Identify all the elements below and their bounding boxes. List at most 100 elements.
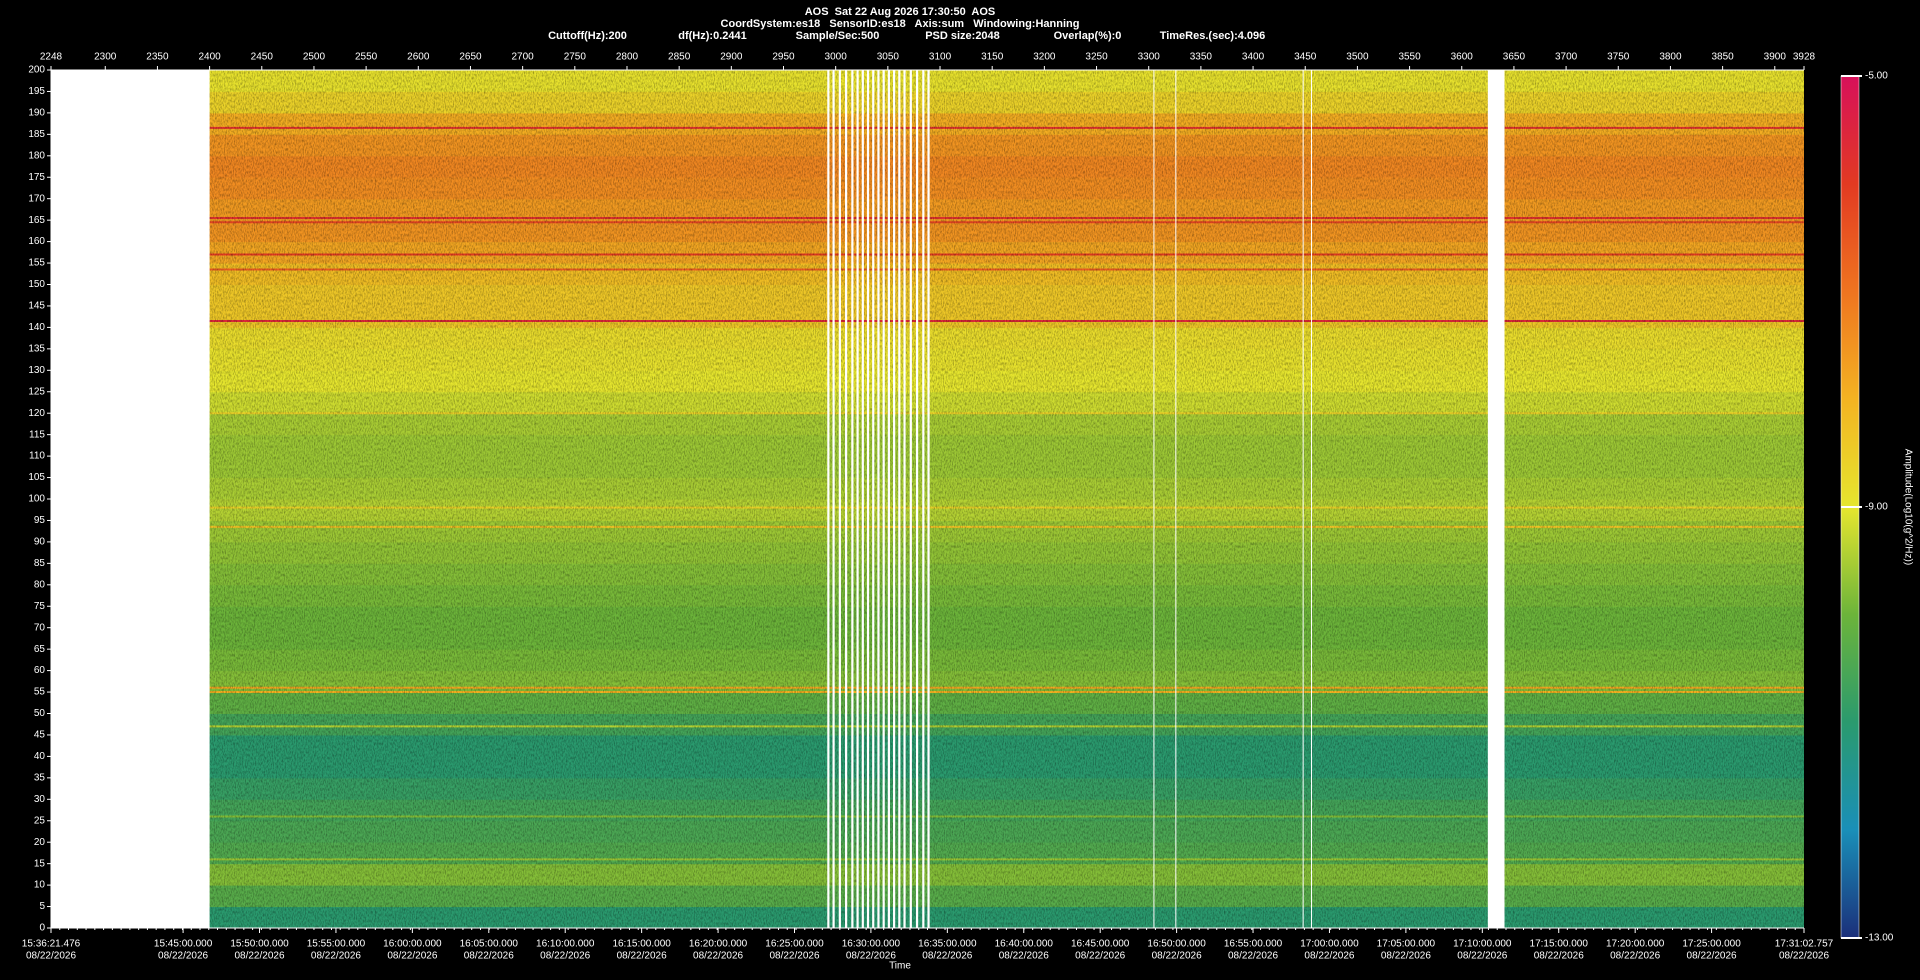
- x-tick-label: 3200: [1033, 52, 1056, 63]
- x-tick-label: 3550: [1398, 52, 1421, 63]
- x-tick-label: 3300: [1138, 52, 1161, 63]
- y-tick-label: 110: [29, 451, 45, 462]
- y-tick-label: 185: [28, 129, 45, 140]
- x-axis-label: Time: [889, 961, 911, 972]
- y-tick-label: 70: [34, 622, 46, 633]
- x-tick-label: 3000: [825, 52, 848, 63]
- time-tick-date: 08/22/2026: [1304, 951, 1354, 962]
- time-tick-date: 08/22/2026: [540, 951, 590, 962]
- y-tick-label: 155: [28, 258, 45, 269]
- time-tick-label: 17:31:02.757: [1775, 939, 1834, 950]
- x-tick-label: 3750: [1607, 52, 1630, 63]
- y-tick-label: 40: [34, 751, 46, 762]
- x-tick-label: 2950: [772, 52, 795, 63]
- colorbar-tick-label: -5.00: [1865, 71, 1888, 82]
- chart-title: AOS Sat 22 Aug 2026 17:30:50 AOS: [805, 6, 996, 18]
- x-tick-label: 3928: [1793, 52, 1816, 63]
- y-tick-label: 190: [28, 108, 45, 119]
- time-tick-date: 08/22/2026: [769, 951, 819, 962]
- time-tick-date: 08/22/2026: [693, 951, 743, 962]
- x-tick-label: 2500: [303, 52, 326, 63]
- y-tick-label: 75: [34, 601, 46, 612]
- parameter-label: Overlap(%):0: [1054, 30, 1122, 42]
- time-tick-label: 17:20:00.000: [1606, 939, 1665, 950]
- y-tick-label: 140: [28, 322, 45, 333]
- x-tick-label: 2300: [94, 52, 117, 63]
- y-tick-label: 0: [39, 923, 45, 934]
- x-tick-label: 3450: [1294, 52, 1317, 63]
- x-tick-label: 2750: [564, 52, 587, 63]
- y-tick-label: 165: [28, 215, 45, 226]
- time-tick-label: 15:55:00.000: [307, 939, 366, 950]
- x-tick-label: 3650: [1503, 52, 1526, 63]
- y-tick-label: 180: [28, 150, 45, 161]
- time-tick-date: 08/22/2026: [26, 951, 76, 962]
- x-tick-label: 3800: [1659, 52, 1682, 63]
- x-tick-label: 2650: [459, 52, 482, 63]
- x-tick-label: 2350: [146, 52, 169, 63]
- x-tick-label: 2700: [512, 52, 535, 63]
- x-tick-label: 3150: [981, 52, 1004, 63]
- time-tick-date: 08/22/2026: [922, 951, 972, 962]
- time-tick-label: 16:45:00.000: [1071, 939, 1130, 950]
- y-tick-label: 135: [28, 343, 45, 354]
- heatmap: [51, 70, 1804, 928]
- x-tick-label: 3700: [1555, 52, 1578, 63]
- y-tick-label: 30: [34, 794, 46, 805]
- time-tick-label: 17:25:00.000: [1682, 939, 1741, 950]
- time-tick-label: 15:45:00.000: [154, 939, 213, 950]
- x-tick-label: 2400: [198, 52, 221, 63]
- x-tick-label: 2550: [355, 52, 378, 63]
- y-tick-label: 15: [34, 858, 46, 869]
- time-tick-date: 08/22/2026: [387, 951, 437, 962]
- time-tick-label: 15:36:21.476: [22, 939, 81, 950]
- time-tick-date: 08/22/2026: [1687, 951, 1737, 962]
- time-tick-date: 08/22/2026: [1779, 951, 1829, 962]
- y-tick-label: 105: [28, 472, 45, 483]
- time-tick-label: 16:05:00.000: [460, 939, 519, 950]
- y-tick-label: 35: [34, 772, 46, 783]
- time-tick-date: 08/22/2026: [464, 951, 514, 962]
- time-tick-label: 16:25:00.000: [765, 939, 824, 950]
- y-tick-label: 10: [34, 880, 46, 891]
- x-tick-label: 3900: [1764, 52, 1787, 63]
- x-tick-label: 3850: [1711, 52, 1734, 63]
- x-tick-label: 3600: [1451, 52, 1474, 63]
- time-tick-label: 16:30:00.000: [842, 939, 901, 950]
- y-tick-label: 200: [28, 65, 45, 76]
- time-tick-label: 17:15:00.000: [1530, 939, 1589, 950]
- time-tick-label: 16:00:00.000: [383, 939, 442, 950]
- time-tick-date: 08/22/2026: [846, 951, 896, 962]
- y-tick-label: 20: [34, 837, 46, 848]
- parameter-label: TimeRes.(sec):4.096: [1160, 30, 1266, 42]
- y-tick-label: 120: [28, 408, 45, 419]
- x-tick-label: 3250: [1085, 52, 1108, 63]
- time-tick-date: 08/22/2026: [158, 951, 208, 962]
- x-tick-label: 2600: [407, 52, 430, 63]
- y-tick-label: 115: [29, 429, 45, 440]
- time-tick-date: 08/22/2026: [311, 951, 361, 962]
- parameter-label: df(Hz):0.2441: [678, 30, 746, 42]
- y-tick-label: 90: [34, 537, 46, 548]
- time-tick-date: 08/22/2026: [1228, 951, 1278, 962]
- time-tick-label: 16:15:00.000: [612, 939, 671, 950]
- x-tick-label: 3400: [1242, 52, 1265, 63]
- colorbar-label: Amplitude(Log10(g^2/Hz)): [1902, 449, 1913, 565]
- y-tick-label: 60: [34, 665, 46, 676]
- parameter-label: Cuttoff(Hz):200: [548, 30, 627, 42]
- y-tick-label: 100: [28, 494, 45, 505]
- time-tick-date: 08/22/2026: [234, 951, 284, 962]
- y-tick-label: 125: [28, 386, 45, 397]
- x-tick-label: 3350: [1190, 52, 1213, 63]
- x-tick-label: 2850: [668, 52, 691, 63]
- missing-data: [1487, 70, 1505, 928]
- x-tick-label: 2800: [616, 52, 639, 63]
- missing-data: [51, 70, 210, 928]
- time-tick-date: 08/22/2026: [1457, 951, 1507, 962]
- time-tick-label: 17:10:00.000: [1453, 939, 1512, 950]
- y-tick-label: 45: [34, 730, 46, 741]
- colorbar-tick-label: -13.00: [1865, 933, 1894, 944]
- y-tick-label: 55: [34, 687, 46, 698]
